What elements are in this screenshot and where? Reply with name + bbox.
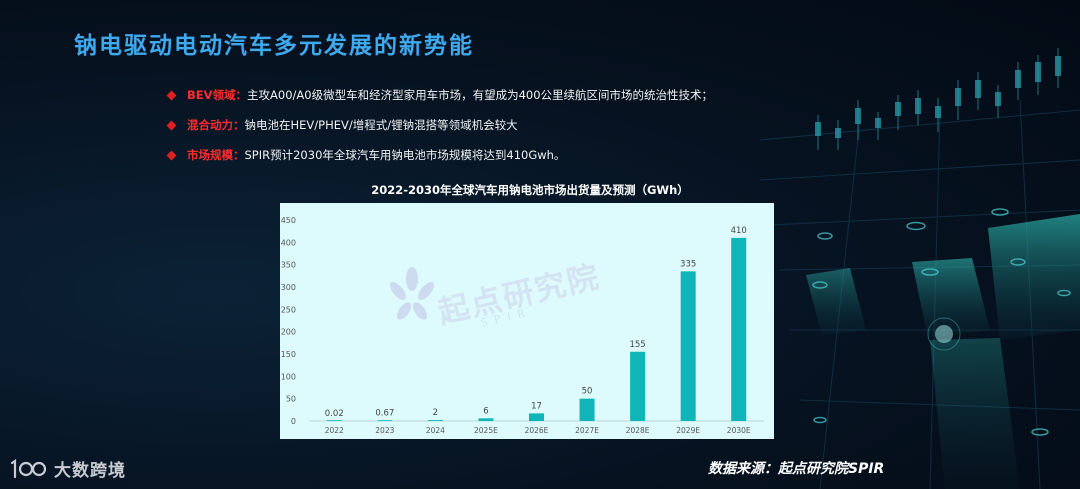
x-tick-label: 2024 bbox=[426, 426, 445, 435]
y-tick-label: 0 bbox=[291, 417, 296, 426]
diamond-bullet-icon bbox=[166, 150, 177, 160]
y-tick-label: 200 bbox=[281, 328, 296, 337]
y-tick-label: 300 bbox=[281, 283, 296, 292]
x-tick-label: 2026E bbox=[525, 426, 549, 435]
watermark-logo: 起点研究院 SPIR bbox=[384, 259, 604, 331]
y-tick-label: 150 bbox=[281, 350, 296, 359]
data-label-2028E: 155 bbox=[629, 340, 645, 350]
bar-2030E bbox=[731, 237, 747, 421]
bullet-text: 钠电池在HEV/PHEV/增程式/锂钠混搭等领域机会较大 bbox=[244, 118, 518, 132]
diamond-bullet-icon bbox=[166, 90, 177, 100]
data-label-2026E: 17 bbox=[531, 401, 542, 411]
bar-2024 bbox=[427, 420, 443, 421]
bar-2029E bbox=[680, 271, 696, 421]
bar-2025E bbox=[478, 418, 494, 421]
bullet-text: 主攻A00/A0级微型车和经济型家用车市场，有望成为400公里续航区间市场的统治… bbox=[247, 88, 714, 102]
data-source-note: 数据来源：起点研究院SPIR bbox=[708, 461, 885, 477]
y-tick-label: 450 bbox=[281, 216, 296, 225]
bullet-item-bev: BEV领域： 主攻A00/A0级微型车和经济型家用车市场，有望成为400公里续航… bbox=[166, 80, 714, 110]
brand-logo-icon bbox=[10, 458, 47, 478]
brand-logo: 大数跨境 bbox=[8, 456, 126, 481]
x-tick-label: 2023 bbox=[375, 426, 394, 435]
bullet-item-hybrid: 混合动力： 钠电池在HEV/PHEV/增程式/锂钠混搭等领域机会较大 bbox=[166, 110, 713, 140]
x-tick-label: 2025E bbox=[474, 426, 498, 435]
y-tick-label: 400 bbox=[281, 238, 296, 247]
x-tick-label: 2029E bbox=[676, 426, 700, 435]
x-tick-label: 2030E bbox=[727, 426, 751, 435]
brand-logo-text: 大数跨境 bbox=[54, 461, 126, 481]
x-tick-label: 2022 bbox=[325, 426, 344, 435]
bar-2023 bbox=[377, 420, 393, 421]
y-tick-label: 350 bbox=[281, 261, 296, 270]
data-label-2024: 2 bbox=[433, 408, 438, 418]
bullet-list: BEV领域： 主攻A00/A0级微型车和经济型家用车市场，有望成为400公里续航… bbox=[166, 80, 714, 170]
chart-title: 2022-2030年全球汽车用钠电池市场出货量及预测（GWh） bbox=[371, 183, 689, 197]
y-tick-label: 250 bbox=[281, 305, 296, 314]
bar-2028E bbox=[630, 351, 646, 421]
bar-2022 bbox=[326, 420, 342, 421]
bullet-text: SPIR预计2030年全球汽车用钠电池市场规模将达到410Gwh。 bbox=[244, 148, 566, 162]
y-tick-label: 50 bbox=[286, 395, 296, 404]
data-label-2023: 0.67 bbox=[375, 409, 394, 419]
bar-2026E bbox=[529, 413, 544, 421]
bullet-label: 混合动力： bbox=[187, 118, 245, 132]
bullet-item-market: 市场规模： SPIR预计2030年全球汽车用钠电池市场规模将达到410Gwh。 bbox=[166, 140, 713, 170]
y-tick-label: 100 bbox=[281, 372, 296, 381]
bar-chart: 0501001502002503003504004500.0220220.672… bbox=[281, 216, 764, 435]
diamond-bullet-icon bbox=[166, 120, 177, 130]
data-label-2025E: 6 bbox=[483, 406, 488, 416]
page-title: 钠电驱动电动汽车多元发展的新势能 bbox=[74, 33, 474, 59]
x-tick-label: 2028E bbox=[626, 426, 650, 435]
watermark-flower-icon bbox=[389, 267, 435, 320]
x-tick-label: 2027E bbox=[575, 426, 599, 435]
data-label-2030E: 410 bbox=[731, 226, 747, 236]
data-label-2029E: 335 bbox=[680, 259, 696, 269]
data-label-2027E: 50 bbox=[582, 387, 593, 397]
bar-2027E bbox=[579, 398, 595, 421]
bullet-label: 市场规模： bbox=[187, 148, 245, 162]
bullet-label: BEV领域： bbox=[187, 88, 248, 102]
data-label-2022: 0.02 bbox=[325, 409, 344, 419]
chart-panel: 起点研究院 SPIR 0 50 100 150 200 250 300 350 400 450 0.… bbox=[280, 203, 774, 439]
